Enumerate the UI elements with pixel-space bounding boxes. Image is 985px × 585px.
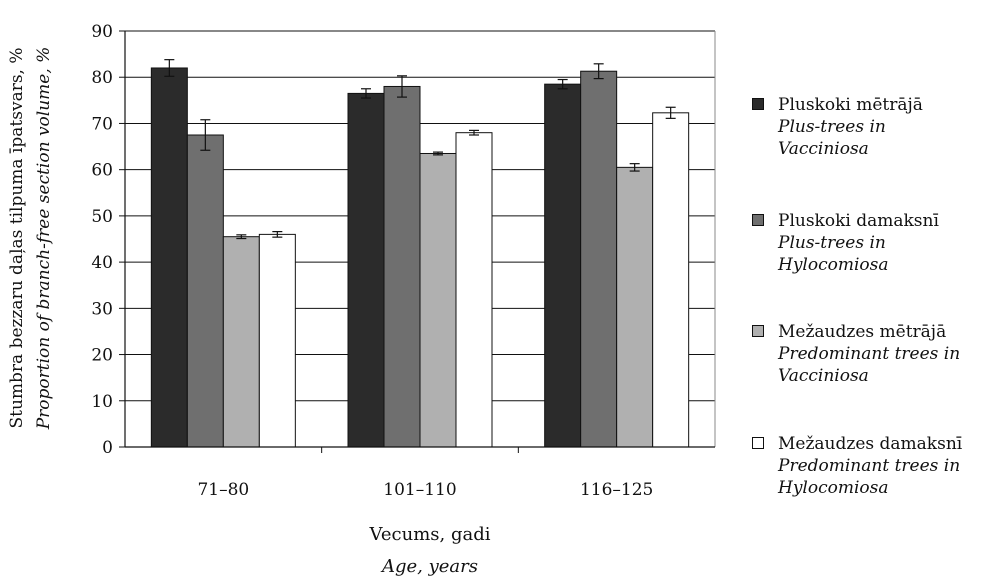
bar: [580, 70, 618, 448]
bar: [186, 134, 224, 448]
legend-sublabel: Plus-trees in: [778, 233, 886, 253]
error-bars: [164, 59, 676, 240]
legend-sublabel: Plus-trees in Vacciniosa: [778, 117, 886, 159]
legend-label: Pluskoki damaksnī: [778, 211, 939, 231]
bar: [347, 92, 385, 448]
y-tick-label: 0: [102, 438, 113, 458]
bar: [544, 83, 582, 448]
y-tick-label: 20: [91, 346, 113, 366]
x-axis-title-en: Age, years: [381, 556, 478, 577]
legend-sublabel: Vacciniosa: [778, 366, 869, 386]
legend-sublabel: Hylocomiosa: [778, 478, 889, 498]
legend-swatch: [752, 98, 764, 110]
x-tick-label: 101–110: [383, 480, 456, 500]
axes: [119, 30, 716, 453]
bar: [419, 152, 457, 448]
y-tick-label: 40: [91, 253, 113, 273]
legend-label: Mežaudzes damaksnī: [778, 434, 963, 454]
legend-swatch: [752, 325, 764, 337]
bar: [455, 132, 493, 448]
y-tick-labels: 0 10 20 30 40 50 60 70 80 90: [91, 22, 113, 458]
y-axis-title: Stumbra bezzaru daļas tilpuma īpatsvars,…: [7, 47, 27, 428]
y-tick-label: 10: [91, 392, 113, 412]
y-tick-label: 80: [91, 68, 113, 88]
x-axis-title: Vecums, gadi: [369, 524, 491, 545]
legend-swatch: [752, 437, 764, 449]
y-axis-title-en: Proportion of branch-free section volume…: [34, 47, 54, 431]
bar: [150, 67, 188, 448]
legend-label: Pluskoki mētrājā: [778, 95, 923, 115]
legend-label: Mežaudzes mētrājā: [778, 322, 947, 342]
legend-sublabel: Predominant trees in: [778, 344, 961, 364]
x-tick-labels: 71–80 101–110 116–125: [197, 480, 653, 500]
y-tick-label: 90: [91, 22, 113, 42]
bar: [383, 85, 421, 448]
y-tick-label: 50: [91, 207, 113, 227]
legend-swatch: [752, 214, 764, 226]
bars: [150, 67, 690, 448]
bar: [258, 233, 296, 448]
legend-sublabel: Predominant trees in: [778, 456, 961, 476]
legend-sublabel: Hylocomiosa: [778, 255, 889, 275]
y-tick-label: 30: [91, 299, 113, 319]
bar: [222, 236, 260, 448]
x-tick-label: 116–125: [580, 480, 653, 500]
x-tick-label: 71–80: [197, 480, 249, 500]
bar: [616, 166, 654, 448]
bar: [652, 112, 690, 448]
y-tick-label: 70: [91, 114, 113, 134]
y-tick-label: 60: [91, 161, 113, 181]
